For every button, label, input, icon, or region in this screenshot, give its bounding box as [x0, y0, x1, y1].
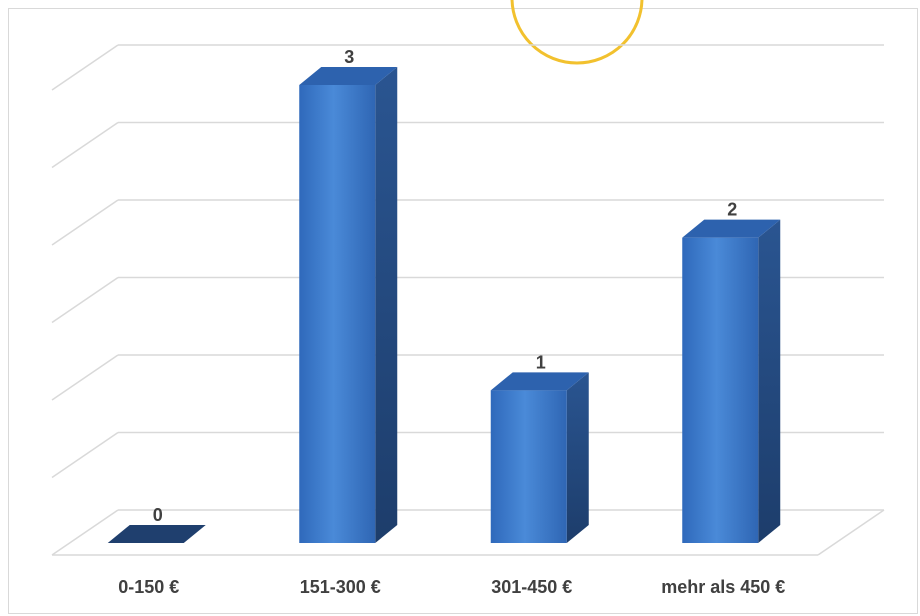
bar-top	[490, 372, 589, 391]
x-tick-label: 301-450 €	[491, 577, 572, 597]
gridline-depth	[51, 44, 119, 91]
data-labels: 0 3 1 2	[153, 47, 738, 525]
x-tick-label: 151-300 €	[300, 577, 381, 597]
bar-side	[566, 372, 589, 543]
bar-top	[299, 66, 398, 85]
data-label: 1	[536, 352, 546, 372]
gridline-depth	[51, 199, 119, 246]
data-label: 3	[344, 47, 354, 67]
bar-top	[107, 525, 206, 543]
gridline-depth	[51, 276, 119, 324]
x-tick-label: 0-150 €	[118, 577, 179, 597]
data-label: 2	[727, 200, 737, 220]
bars	[107, 66, 781, 543]
gridline-depth	[51, 354, 119, 401]
x-axis-ticks: 0-150 € 151-300 € 301-450 € mehr als 450 €	[118, 577, 785, 597]
floor-right-edge	[817, 509, 885, 556]
gridline-depth	[51, 431, 119, 479]
chart-frame	[8, 8, 918, 614]
gridline-depth	[51, 121, 119, 169]
x-tick-label: mehr als 450 €	[661, 577, 785, 597]
bar-side	[375, 66, 398, 543]
bar	[299, 84, 376, 543]
data-label: 0	[153, 505, 163, 525]
accent-circle-decoration	[510, 0, 644, 65]
bar-side	[758, 219, 781, 543]
bar-top	[682, 219, 781, 238]
bar	[682, 237, 759, 543]
gridline-depth	[51, 509, 119, 556]
chart-floor	[52, 509, 885, 556]
bar	[490, 390, 567, 543]
